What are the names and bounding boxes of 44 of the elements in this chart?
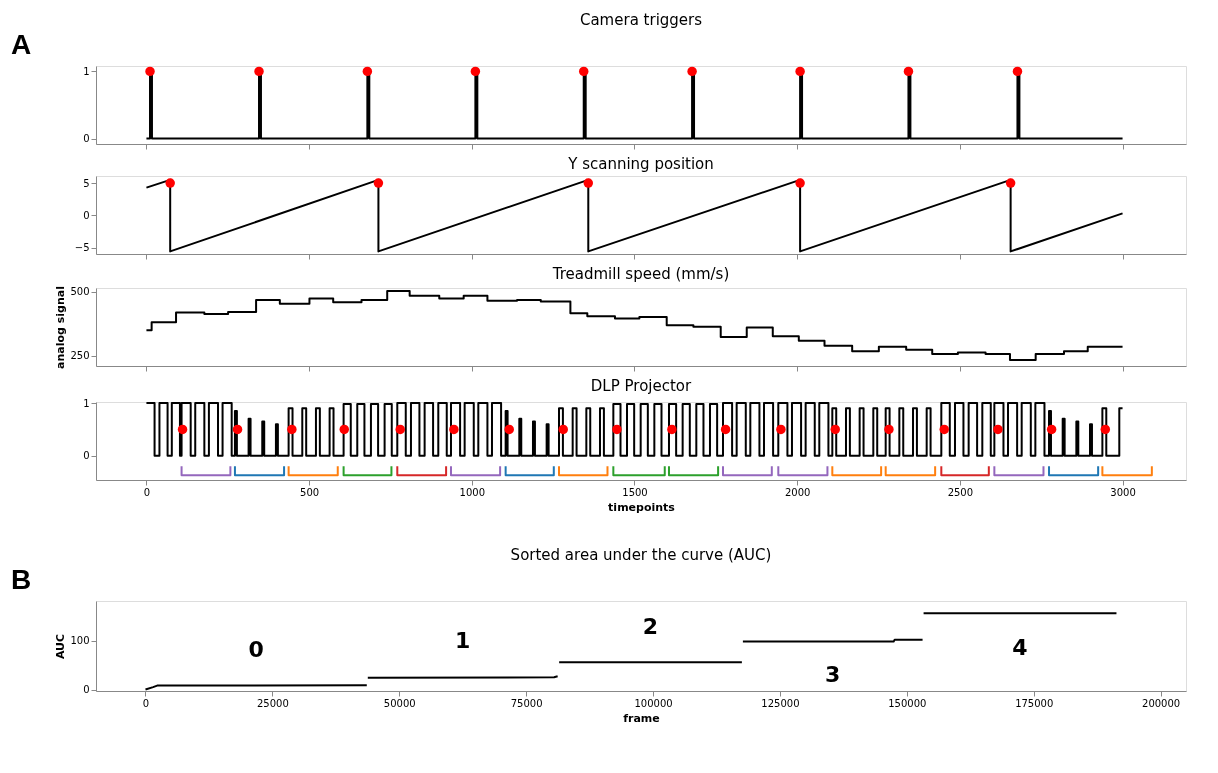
x-tick-label: 2000 (784, 486, 811, 498)
chart-title: Camera triggers (579, 11, 703, 29)
text: A (11, 29, 32, 60)
line-series (145, 178, 1124, 253)
x-tick-label: 75000 (510, 697, 543, 709)
chart-title: Treadmill speed (mm/s) (551, 264, 730, 283)
text: B (11, 564, 32, 595)
x-tick-label: 1500 (622, 486, 648, 498)
y-axis-title: analog signal (54, 286, 68, 369)
x-tick-label: 150000 (888, 697, 927, 709)
x-tick-label: 0 (143, 486, 151, 498)
x-tick-label: 50000 (383, 697, 416, 709)
y-tick-label: 1 (83, 397, 90, 409)
chart-title: Sorted area under the curve (AUC) (510, 546, 772, 564)
y-tick-label: 1 (83, 65, 90, 77)
series-label: 3 (825, 661, 841, 687)
y-tick-label: 500 (70, 286, 90, 298)
y-tick-label: 5 (83, 177, 90, 189)
x-tick-label: 125000 (761, 697, 800, 709)
chart-title: DLP Projector (590, 377, 693, 396)
chart-title: Y scanning position (567, 155, 714, 173)
x-tick-label: 2500 (947, 486, 974, 498)
y-tick-label: 250 (70, 350, 90, 362)
series-label: 2 (642, 614, 659, 640)
series-label: 1 (455, 628, 471, 654)
y-tick-label: 0 (83, 684, 90, 696)
x-axis-title: timepoints (608, 500, 676, 514)
y-tick-label: 0 (83, 133, 90, 145)
x-tick-label: 3000 (1110, 486, 1136, 498)
y-tick-label: −5 (74, 242, 90, 254)
x-tick-label: 200000 (1142, 697, 1181, 709)
series-label: 0 (248, 637, 264, 663)
y-axis-title: AUC (54, 633, 68, 660)
x-tick-label: 500 (300, 486, 320, 498)
x-tick-label: 0 (142, 697, 150, 709)
y-tick-label: 0 (83, 450, 90, 462)
x-tick-label: 1000 (459, 486, 486, 498)
x-tick-label: 175000 (1015, 697, 1054, 709)
x-tick-label: 25000 (256, 697, 289, 709)
series-label: 4 (1012, 635, 1028, 661)
x-axis-title: frame (623, 711, 660, 725)
x-tick-label: 100000 (634, 697, 673, 709)
y-tick-label: 0 (83, 209, 90, 221)
y-tick-label: 100 (70, 635, 90, 647)
